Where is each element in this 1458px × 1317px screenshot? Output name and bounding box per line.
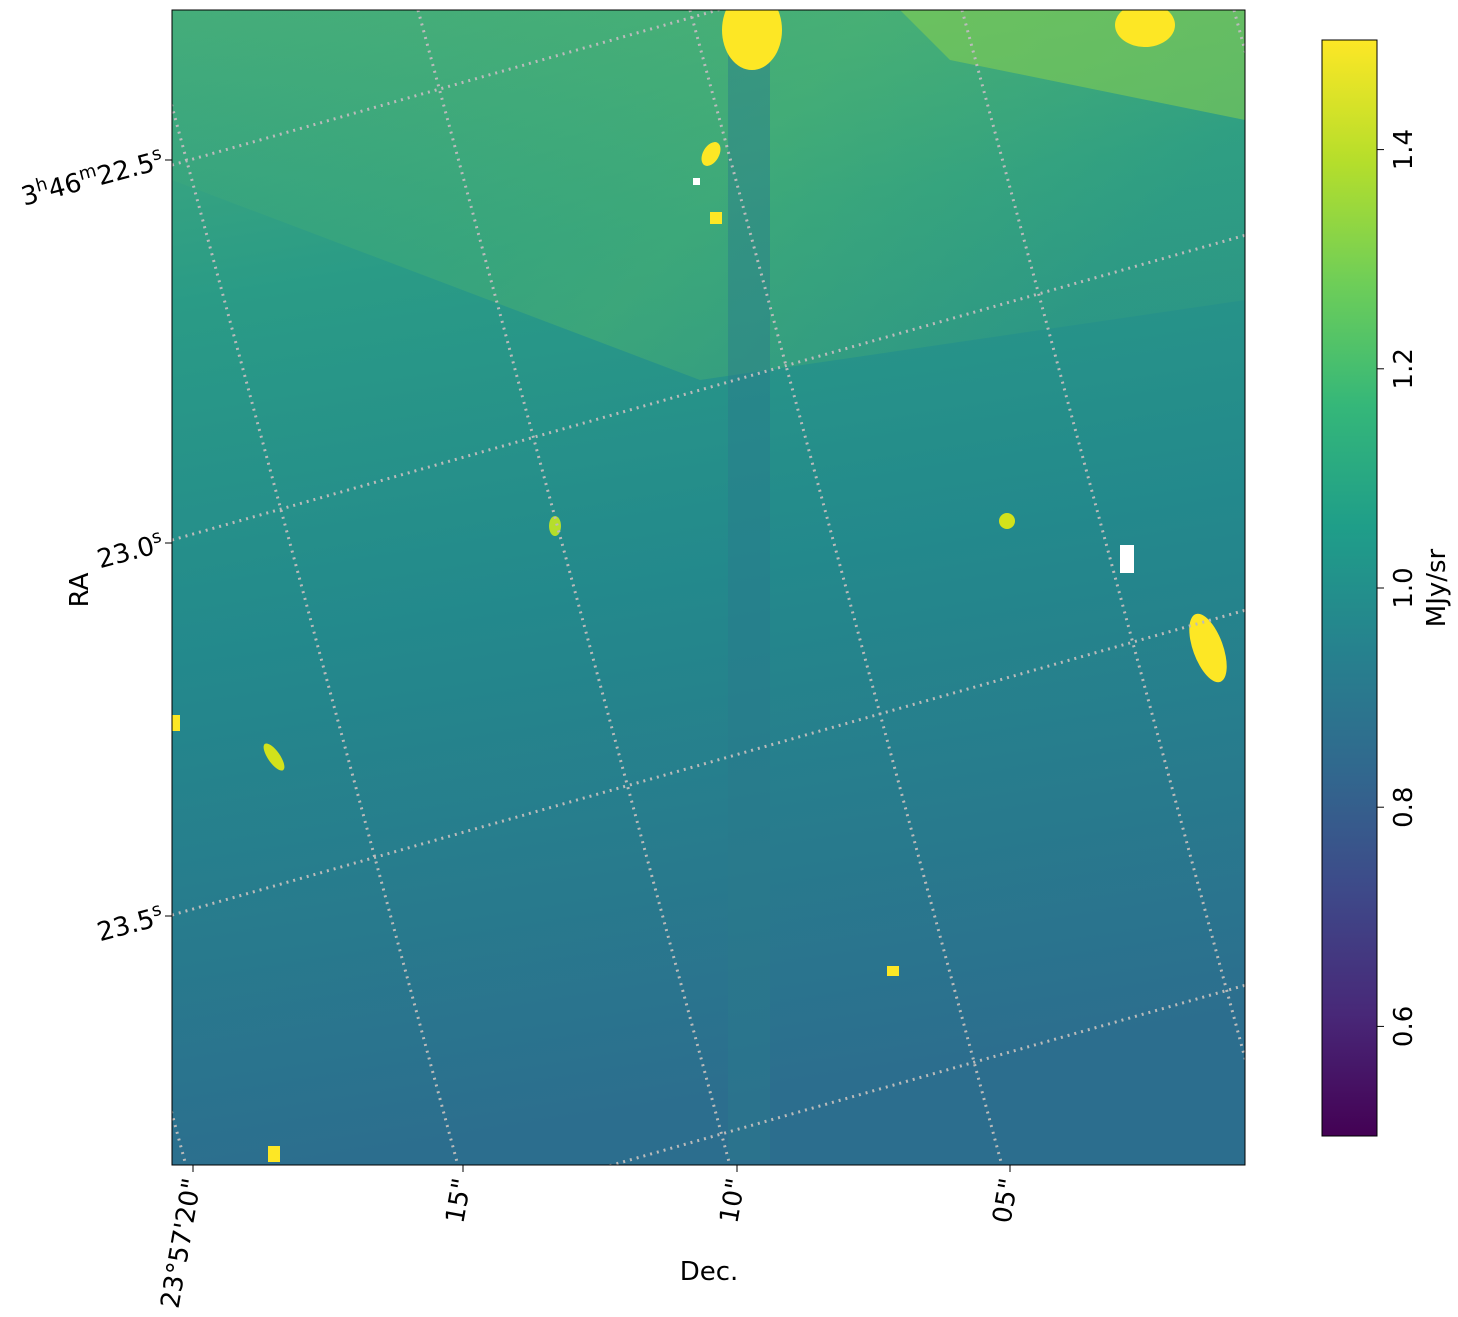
- tick-number: 23.5: [94, 904, 158, 948]
- x-tick-label: 05": [988, 1176, 1025, 1226]
- x-tick-label: 15": [441, 1176, 478, 1226]
- y-tick-label: 23.5s: [93, 899, 167, 948]
- tick-unit: h: [33, 173, 49, 196]
- colorbar: [1321, 39, 1378, 1137]
- tick-unit: m: [76, 160, 98, 185]
- y-tick-label: 23.0s: [93, 526, 167, 575]
- x-axis-label: Dec.: [680, 1257, 739, 1287]
- image: [172, 10, 1245, 1165]
- colorbar-tick-label: 0.6: [1389, 1006, 1419, 1047]
- image-frame: [171, 9, 1246, 1166]
- colorbar-tick-label: 1.0: [1389, 567, 1419, 608]
- tick-number: 22.5: [94, 148, 158, 192]
- colorbar-label: MJy/sr: [1422, 548, 1452, 627]
- colorbar-tick-label: 0.8: [1389, 787, 1419, 828]
- colorbar-tick-label: 1.4: [1389, 129, 1419, 170]
- x-tick-label: 23°57'20": [156, 1176, 208, 1311]
- colorbar-tick-label: 1.2: [1389, 348, 1419, 389]
- tick-number: 23.0: [94, 531, 158, 575]
- tick-number: 3: [18, 179, 42, 212]
- y-axis-label: RA: [65, 572, 95, 607]
- y-tick-label: 3h46m22.5s: [17, 143, 166, 213]
- x-tick-label: 10": [715, 1176, 752, 1226]
